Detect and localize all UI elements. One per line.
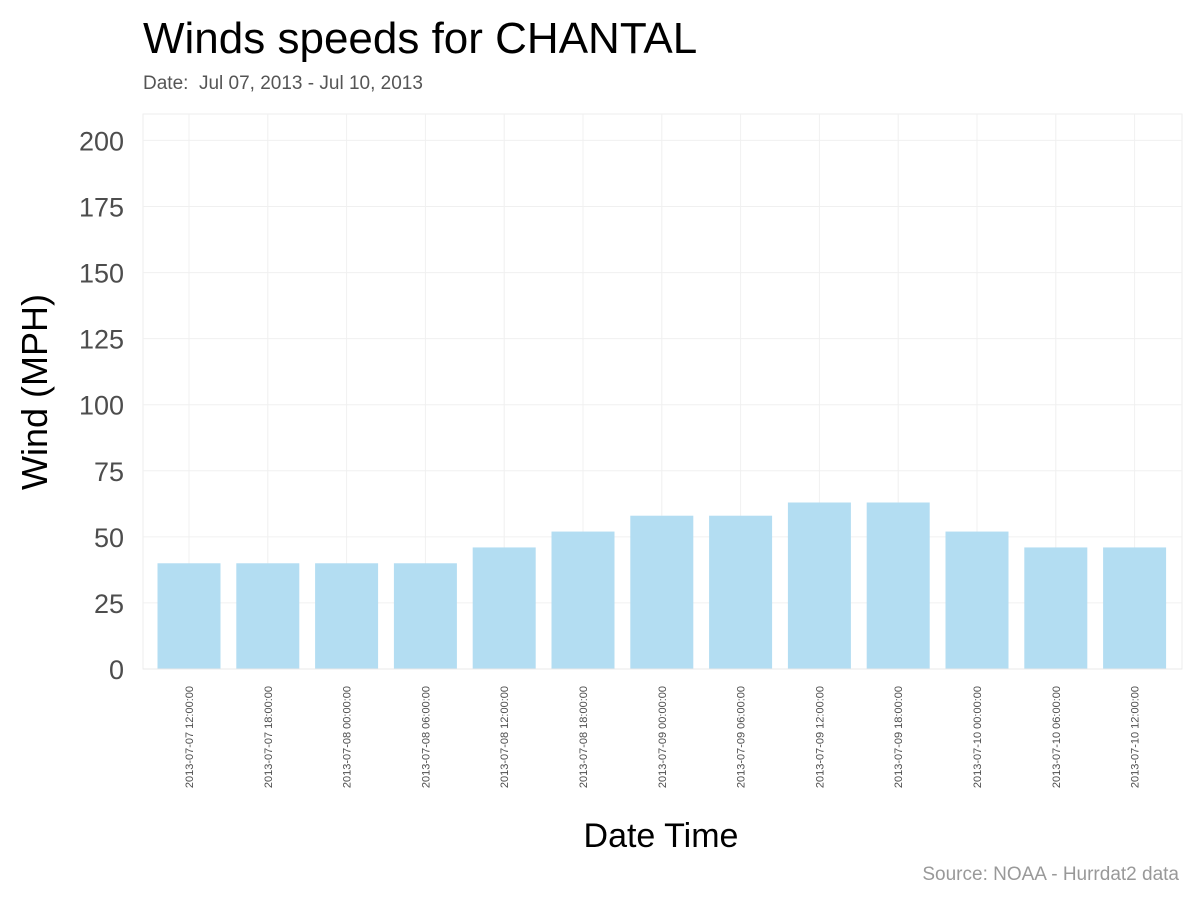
y-tick-label: 25 [94, 589, 124, 619]
bar [315, 563, 379, 669]
bar [630, 515, 694, 669]
bar [236, 563, 300, 669]
bar [787, 502, 851, 669]
bar [945, 531, 1009, 669]
x-tick-label: 2013-07-10 00:00:00 [972, 686, 984, 788]
y-axis-label: Wind (MPH) [14, 294, 55, 490]
bar [709, 515, 773, 669]
x-tick-label: 2013-07-09 00:00:00 [657, 686, 669, 788]
y-tick-label: 0 [109, 655, 124, 685]
y-tick-label: 50 [94, 523, 124, 553]
y-tick-label: 100 [79, 391, 124, 421]
bar [472, 547, 536, 669]
x-tick-label: 2013-07-07 12:00:00 [184, 686, 196, 788]
x-tick-label: 2013-07-09 06:00:00 [736, 686, 748, 788]
bar [1024, 547, 1088, 669]
x-tick-label: 2013-07-08 18:00:00 [578, 686, 590, 788]
x-tick-label: 2013-07-08 06:00:00 [420, 686, 432, 788]
chart-caption: Source: NOAA - Hurrdat2 data [922, 864, 1179, 885]
x-tick-label: 2013-07-09 18:00:00 [893, 686, 905, 788]
x-axis-label: Date Time [584, 817, 739, 855]
x-tick-label: 2013-07-10 06:00:00 [1051, 686, 1063, 788]
x-tick-label: 2013-07-09 12:00:00 [814, 686, 826, 788]
y-tick-label: 200 [79, 126, 124, 156]
x-tick-label: 2013-07-07 18:00:00 [263, 686, 275, 788]
bar [157, 563, 221, 669]
y-tick-label: 125 [79, 325, 124, 355]
x-axis-ticks: 2013-07-07 12:00:00 2013-07-07 18:00:00 20… [184, 686, 1142, 788]
bar [866, 502, 930, 669]
y-tick-label: 150 [79, 259, 124, 289]
chart-subtitle: Date: Jul 07, 2013 - Jul 10, 2013 [143, 73, 423, 94]
x-tick-label: 2013-07-10 12:00:00 [1130, 686, 1142, 788]
x-tick-label: 2013-07-08 00:00:00 [342, 686, 354, 788]
bar [551, 531, 615, 669]
y-axis-ticks: 0 25 50 75 100 125 150 175 200 [79, 126, 124, 685]
y-tick-label: 75 [94, 457, 124, 487]
y-tick-label: 175 [79, 193, 124, 223]
bar [1103, 547, 1167, 669]
bar [393, 563, 457, 669]
chart-title: Winds speeds for CHANTAL [143, 14, 697, 63]
x-tick-label: 2013-07-08 12:00:00 [499, 686, 511, 788]
bars-layer [143, 502, 1182, 670]
